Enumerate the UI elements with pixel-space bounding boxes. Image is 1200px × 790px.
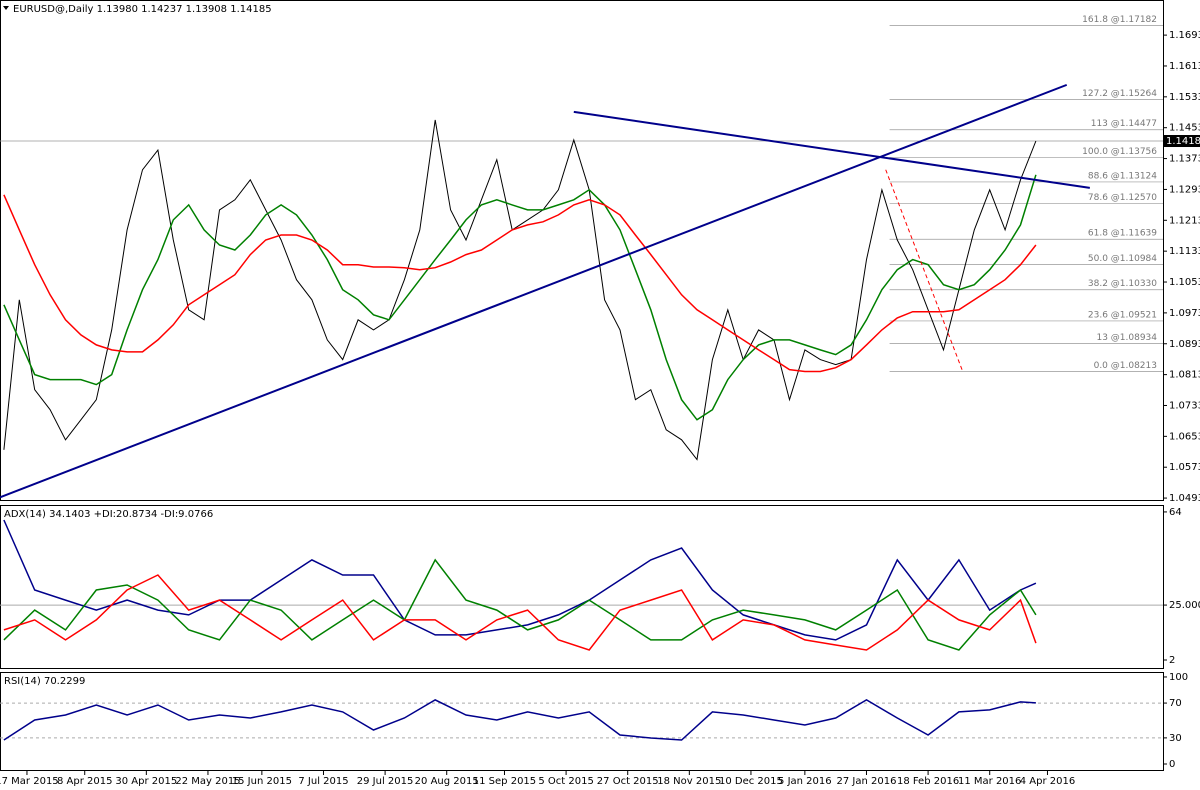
rsi-panel [0, 672, 1164, 771]
adx-panel [0, 505, 1164, 669]
fib-label: 50.0 @1.10984 [1088, 254, 1157, 264]
y-tick-label: 2 [1169, 655, 1175, 666]
y-tick-label: 1.08930 [1169, 339, 1200, 350]
fib-label: 0.0 @1.08213 [1094, 361, 1157, 371]
last-price-label: 1.14185 [1166, 136, 1200, 147]
y-tick-label: 25.0000 [1169, 600, 1200, 611]
panel-title: RSI(14) 70.2299 [4, 676, 85, 687]
series-line [3, 119, 1037, 461]
x-tick-label: 11 Mar 2016 [958, 776, 1021, 787]
panel-title: EURUSD@,Daily 1.13980 1.14237 1.13908 1.… [13, 4, 272, 15]
x-tick-label: 11 Sep 2015 [473, 776, 536, 787]
y-tick-label: 1.14530 [1169, 123, 1200, 134]
x-tick-label: 27 Oct 2015 [597, 776, 659, 787]
x-tick-label: 17 Mar 2015 [0, 776, 59, 787]
y-tick-label: 1.10530 [1169, 277, 1200, 288]
x-tick-label: 10 Dec 2015 [719, 776, 783, 787]
fib-label: 61.8 @1.11639 [1088, 229, 1157, 239]
y-tick-label: 1.05730 [1169, 462, 1200, 473]
x-tick-label: 29 Jul 2015 [357, 776, 414, 787]
y-tick-label: 64 [1169, 507, 1182, 518]
trendline [573, 110, 1090, 189]
x-tick-label: 7 Jul 2015 [298, 776, 348, 787]
fib-label: 38.2 @1.10330 [1088, 279, 1157, 289]
fib-label: 127.2 @1.15264 [1082, 89, 1157, 99]
fib-label: 161.8 @1.17182 [1082, 15, 1157, 25]
y-tick-label: 1.11330 [1169, 246, 1200, 257]
y-tick-label: 0 [1169, 759, 1175, 770]
series-line [3, 699, 1036, 741]
last-price-box [1163, 135, 1200, 148]
trendline [885, 169, 964, 372]
x-tick-label: 22 May 2015 [175, 776, 240, 787]
x-tick-label: 15 Jun 2015 [232, 776, 292, 787]
x-tick-label: 27 Jan 2016 [836, 776, 896, 787]
series-line [3, 174, 1037, 421]
x-tick-label: 18 Feb 2016 [897, 776, 959, 787]
y-tick-label: 1.16930 [1169, 30, 1200, 41]
series-line [3, 194, 1037, 373]
y-tick-label: 1.12130 [1169, 215, 1200, 226]
panel-title: ADX(14) 34.1403 +DI:20.8734 -DI:9.0766 [4, 509, 213, 520]
y-tick-label: 1.07330 [1169, 400, 1200, 411]
y-tick-label: 1.06530 [1169, 431, 1200, 442]
menu-icon[interactable] [3, 6, 9, 10]
series-line [3, 558, 1037, 651]
x-tick-label: 18 Nov 2015 [657, 776, 721, 787]
y-tick-label: 1.08130 [1169, 370, 1200, 381]
y-tick-label: 1.13730 [1169, 154, 1200, 165]
trendline [0, 83, 1068, 499]
y-tick-label: 1.16130 [1169, 61, 1200, 72]
x-tick-label: 8 Apr 2015 [57, 776, 112, 787]
fib-label: 100.0 @1.13756 [1082, 147, 1157, 157]
fib-label: 78.6 @1.12570 [1088, 193, 1157, 203]
price-panel [0, 0, 1164, 501]
x-tick-label: 4 Apr 2016 [1020, 776, 1075, 787]
y-tick-label: 70 [1169, 698, 1182, 709]
fib-label: 88.6 @1.13124 [1088, 171, 1157, 181]
series-line [3, 574, 1037, 651]
fib-label: 113 @1.14477 [1091, 119, 1157, 129]
y-tick-label: 1.09730 [1169, 308, 1200, 319]
x-tick-label: 5 Oct 2015 [538, 776, 593, 787]
x-tick-label: 30 Apr 2015 [115, 776, 177, 787]
fib-label: 23.6 @1.09521 [1088, 310, 1157, 320]
y-tick-label: 1.12930 [1169, 184, 1200, 195]
y-tick-label: 100 [1169, 672, 1188, 683]
y-tick-label: 1.15330 [1169, 92, 1200, 103]
y-tick-label: 30 [1169, 733, 1182, 744]
y-tick-label: 1.04930 [1169, 493, 1200, 504]
x-tick-label: 5 Jan 2016 [778, 776, 832, 787]
x-tick-label: 20 Aug 2015 [415, 776, 479, 787]
fib-label: 13 @1.08934 [1096, 333, 1157, 343]
